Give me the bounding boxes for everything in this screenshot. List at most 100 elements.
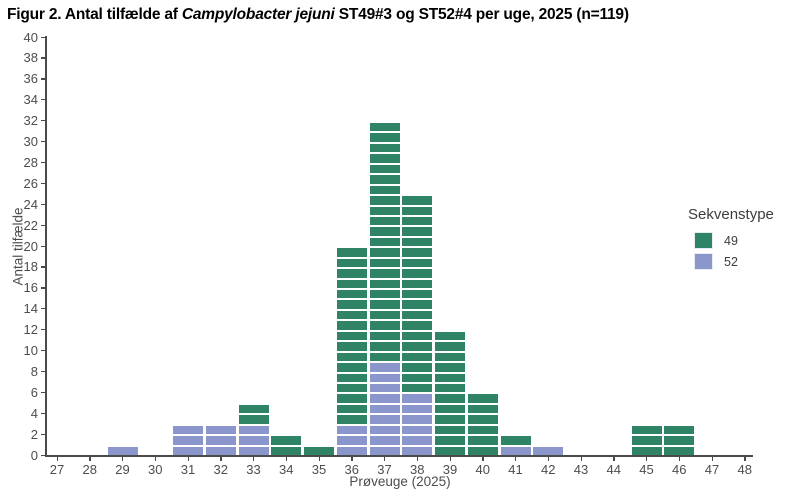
x-tick-label: 44 <box>606 462 621 477</box>
case-unit-st49 <box>369 300 400 309</box>
bar-week-45 <box>631 424 662 455</box>
case-unit-st49 <box>435 363 465 372</box>
case-unit-st49 <box>369 342 400 351</box>
x-tick-label: 47 <box>704 462 720 477</box>
case-unit-st49 <box>336 321 367 330</box>
case-unit-st49 <box>402 300 433 309</box>
y-tick-mark <box>41 36 46 38</box>
case-unit-st49 <box>369 331 400 341</box>
y-tick-label: 36 <box>23 71 38 87</box>
y-tick-label: 8 <box>30 363 38 379</box>
case-unit-st49 <box>369 248 400 257</box>
x-tick-mark <box>744 456 746 461</box>
case-unit-st49 <box>435 373 465 382</box>
x-tick-mark <box>580 456 582 461</box>
y-tick-label: 0 <box>30 447 38 463</box>
case-unit-st49 <box>369 290 400 299</box>
chart-title-species-italic: Campylobacter jejuni <box>181 6 335 23</box>
case-unit-st52 <box>173 425 203 435</box>
y-tick-mark <box>41 182 46 185</box>
y-tick-mark <box>41 287 46 289</box>
case-unit-st49 <box>402 237 433 247</box>
case-unit-st52 <box>238 436 269 445</box>
case-unit-st49 <box>369 279 400 288</box>
y-tick-label: 38 <box>23 50 38 66</box>
x-tick-mark <box>351 456 353 461</box>
case-unit-st49 <box>435 383 465 393</box>
x-tick-mark <box>613 456 615 461</box>
legend-item-49: 49 <box>694 232 774 249</box>
x-tick-label: 37 <box>377 462 392 477</box>
case-unit-st49 <box>238 404 269 414</box>
case-unit-st49 <box>402 196 433 205</box>
case-unit-st49 <box>402 383 433 393</box>
x-tick-label: 38 <box>410 462 425 477</box>
case-unit-st52 <box>336 436 367 445</box>
case-unit-st49 <box>271 436 302 445</box>
case-unit-st49 <box>435 394 465 403</box>
bar-week-40 <box>467 392 498 455</box>
x-tick-mark <box>154 456 157 461</box>
case-unit-st49 <box>467 436 498 445</box>
y-tick-label: 24 <box>23 196 38 212</box>
legend-swatch-52 <box>694 253 713 270</box>
case-unit-st49 <box>435 415 465 424</box>
case-unit-st52 <box>369 363 400 372</box>
case-unit-st49 <box>336 269 367 278</box>
bar-week-42 <box>533 445 564 455</box>
case-unit-st49 <box>402 363 433 372</box>
case-unit-st49 <box>435 446 465 455</box>
case-unit-st49 <box>336 415 367 424</box>
legend-item-label: 52 <box>724 254 738 269</box>
case-unit-st49 <box>631 446 662 455</box>
x-tick-label: 45 <box>639 462 654 477</box>
case-unit-st52 <box>369 394 400 403</box>
y-tick-mark <box>41 454 46 456</box>
y-tick-mark <box>41 203 46 205</box>
y-tick-label: 18 <box>23 259 38 275</box>
y-tick-mark <box>41 78 46 80</box>
chart-title-prefix: Figur 2. Antal tilfælde af <box>7 6 182 23</box>
chart-title: Figur 2. Antal tilfælde af Campylobacter… <box>7 6 629 24</box>
case-unit-st52 <box>402 436 433 445</box>
y-tick-mark <box>41 224 46 226</box>
x-tick-label: 33 <box>246 462 261 477</box>
case-unit-st49 <box>435 342 465 351</box>
case-unit-st52 <box>205 436 236 445</box>
x-tick-mark <box>449 456 451 461</box>
case-unit-st49 <box>402 248 433 257</box>
y-tick-mark <box>41 329 46 331</box>
case-unit-st49 <box>336 310 367 320</box>
case-unit-st49 <box>402 310 433 320</box>
bar-week-34 <box>271 434 302 455</box>
legend-title: Sekvenstype <box>688 206 774 223</box>
x-tick-label: 32 <box>213 462 228 477</box>
y-tick-mark <box>41 161 46 164</box>
y-tick-label: 26 <box>23 175 38 191</box>
y-tick-label: 14 <box>23 301 38 317</box>
case-unit-st52 <box>369 446 400 455</box>
case-unit-st49 <box>664 446 695 455</box>
case-unit-st52 <box>533 446 564 455</box>
y-tick-label: 16 <box>23 280 38 296</box>
case-unit-st49 <box>631 436 662 445</box>
case-unit-st49 <box>467 404 498 414</box>
case-unit-st52 <box>107 446 138 455</box>
legend-item-52: 52 <box>694 253 774 270</box>
case-unit-st49 <box>402 279 433 288</box>
case-unit-st49 <box>369 185 400 195</box>
x-tick-mark <box>482 456 484 461</box>
y-tick-mark <box>41 266 46 268</box>
x-tick-mark <box>646 456 648 461</box>
case-unit-st52 <box>238 446 269 455</box>
x-axis-title: Prøveuge (2025) <box>349 474 451 489</box>
case-unit-st49 <box>369 164 400 174</box>
case-unit-st49 <box>369 196 400 205</box>
case-unit-st49 <box>402 331 433 341</box>
y-tick-mark <box>41 412 46 414</box>
bar-week-31 <box>173 424 203 455</box>
case-unit-st49 <box>664 425 695 435</box>
case-unit-st49 <box>369 123 400 132</box>
case-unit-st49 <box>402 206 433 215</box>
case-unit-st49 <box>336 342 367 351</box>
